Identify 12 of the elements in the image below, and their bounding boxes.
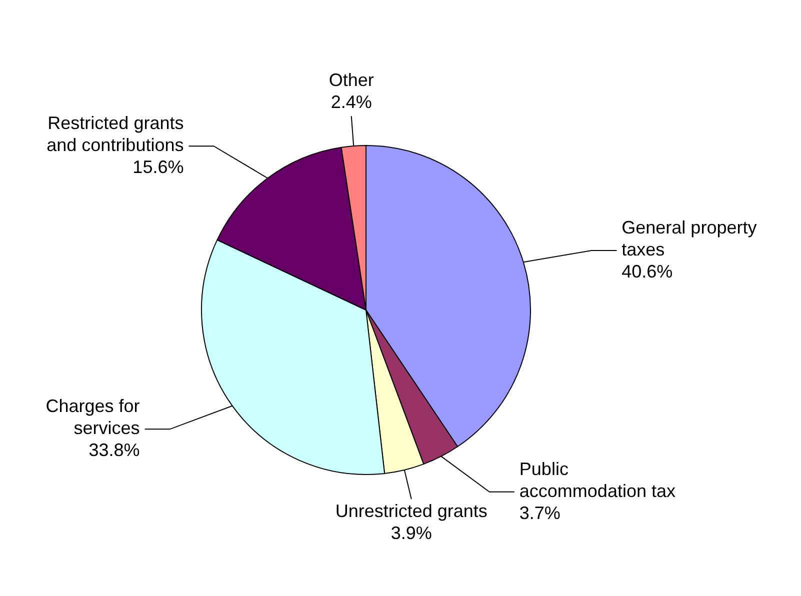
data-label: 2.4% [330, 92, 372, 112]
data-label: 33.8% [88, 440, 140, 460]
data-label: 15.6% [132, 157, 184, 178]
slice-label: Public accommodation tax [519, 458, 676, 501]
slice-label: General property taxes [622, 217, 757, 260]
data-label: 3.9% [390, 523, 432, 544]
slice-label: Charges for services [46, 396, 140, 438]
data-label: 3.7% [519, 502, 560, 523]
data-label: 40.6% [622, 261, 673, 282]
slice-label: Unrestricted grants [335, 501, 488, 522]
slice-label: Restricted grants and contributions [46, 113, 184, 156]
slice-label: Other [328, 70, 374, 90]
